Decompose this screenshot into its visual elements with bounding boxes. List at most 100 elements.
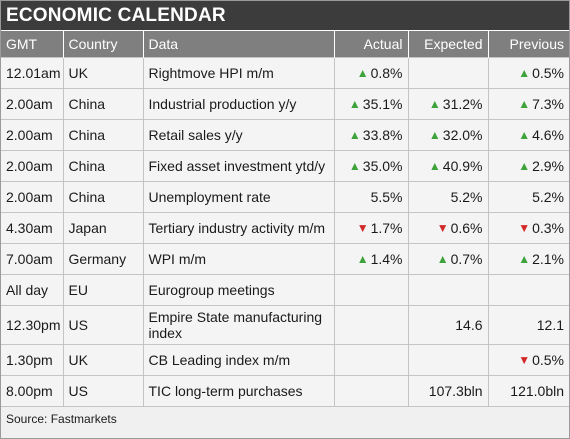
expected-value: 5.2% [450, 189, 483, 205]
cell-actual: ▲ 35.0% [334, 150, 409, 182]
cell-data: Eurogroup meetings [143, 274, 335, 306]
up-arrow-icon: ▲ [518, 158, 531, 173]
table-row: 2.00am China Retail sales y/y ▲ 33.8% ▲ 32.0% ▲… [1, 119, 569, 151]
cell-gmt: 8.00pm [1, 375, 64, 406]
down-arrow-icon: ▼ [518, 352, 531, 367]
cell-previous: ▲ 4.6% [488, 119, 569, 151]
cell-data: Empire State manufacturing index [143, 305, 335, 345]
cell-gmt: 2.00am [1, 150, 64, 182]
expected-value: 14.6 [455, 317, 483, 333]
up-arrow-icon: ▲ [348, 96, 361, 111]
calendar-title: ECONOMIC CALENDAR [1, 1, 569, 30]
cell-previous: 12.1 [488, 305, 569, 345]
expected-value: 40.9% [442, 157, 483, 174]
actual-value: 0.8% [370, 64, 403, 81]
up-arrow-icon: ▲ [428, 158, 441, 173]
cell-previous: ▲ 2.9% [488, 150, 569, 182]
cell-country: UK [63, 344, 144, 376]
actual-value: 1.4% [370, 250, 403, 267]
cell-country: US [63, 305, 144, 345]
cell-previous: ▼ 0.5% [488, 344, 569, 376]
cell-gmt: 2.00am [1, 119, 64, 151]
cell-country: US [63, 375, 144, 406]
up-arrow-icon: ▲ [518, 65, 531, 80]
cell-country: China [63, 181, 144, 213]
cell-previous [488, 274, 569, 306]
cell-gmt: 12.01am [1, 57, 64, 89]
cell-data: Tertiary industry activity m/m [143, 212, 335, 244]
table-row: 4.30am Japan Tertiary industry activity m/… [1, 212, 569, 244]
cell-expected [408, 344, 489, 376]
header-country: Country [63, 30, 144, 58]
table-row: 2.00am China Unemployment rate 5.5% 5.2% 5.2% [1, 181, 569, 213]
up-arrow-icon: ▲ [356, 251, 369, 266]
cell-actual [334, 305, 409, 345]
table-row: 1.30pm UK CB Leading index m/m ▼ 0.5% [1, 344, 569, 376]
cell-gmt: 4.30am [1, 212, 64, 244]
up-arrow-icon: ▲ [518, 96, 531, 111]
cell-actual: ▲ 33.8% [334, 119, 409, 151]
cell-country: Japan [63, 212, 144, 244]
cell-data: Retail sales y/y [143, 119, 335, 151]
cell-country: Germany [63, 243, 144, 275]
previous-value: 5.2% [532, 189, 564, 205]
cell-previous: ▲ 0.5% [488, 57, 569, 89]
previous-value: 7.3% [532, 95, 564, 112]
expected-value: 0.6% [450, 219, 483, 236]
previous-value: 2.9% [532, 157, 564, 174]
cell-country: UK [63, 57, 144, 89]
cell-actual [334, 375, 409, 406]
header-expected: Expected [408, 30, 489, 58]
table-row: 7.00am Germany WPI m/m ▲ 1.4% ▲ 0.7% ▲ 2.1% [1, 243, 569, 275]
previous-value: 0.3% [532, 219, 564, 236]
cell-expected: ▲ 32.0% [408, 119, 489, 151]
table-row: 2.00am China Industrial production y/y ▲ 35.… [1, 88, 569, 120]
cell-data: TIC long-term purchases [143, 375, 335, 406]
header-data: Data [143, 30, 335, 58]
cell-expected: 14.6 [408, 305, 489, 345]
expected-value: 31.2% [442, 95, 483, 112]
cell-country: China [63, 119, 144, 151]
up-arrow-icon: ▲ [518, 127, 531, 142]
actual-value: 1.7% [370, 219, 403, 236]
up-arrow-icon: ▲ [348, 127, 361, 142]
actual-value: 33.8% [362, 126, 403, 143]
up-arrow-icon: ▲ [428, 127, 441, 142]
expected-value: 0.7% [450, 250, 483, 267]
expected-value: 32.0% [442, 126, 483, 143]
header-row: GMT Country Data Actual Expected Previou… [1, 30, 569, 58]
cell-previous: ▲ 7.3% [488, 88, 569, 120]
down-arrow-icon: ▼ [518, 220, 531, 235]
cell-gmt: 2.00am [1, 88, 64, 120]
source-note: Source: Fastmarkets [1, 406, 569, 432]
cell-gmt: 7.00am [1, 243, 64, 275]
cell-actual [334, 344, 409, 376]
cell-data: Unemployment rate [143, 181, 335, 213]
cell-expected: 5.2% [408, 181, 489, 213]
cell-previous: ▼ 0.3% [488, 212, 569, 244]
up-arrow-icon: ▲ [348, 158, 361, 173]
cell-expected [408, 274, 489, 306]
cell-expected: ▲ 31.2% [408, 88, 489, 120]
up-arrow-icon: ▲ [436, 251, 449, 266]
cell-expected: 107.3bln [408, 375, 489, 406]
table-row: 2.00am China Fixed asset investment ytd/y ▲… [1, 150, 569, 182]
cell-country: China [63, 150, 144, 182]
previous-value: 121.0bln [510, 383, 564, 399]
up-arrow-icon: ▲ [428, 96, 441, 111]
expected-value: 107.3bln [428, 383, 483, 399]
actual-value: 5.5% [370, 189, 403, 205]
cell-actual: ▲ 0.8% [334, 57, 409, 89]
actual-value: 35.0% [362, 157, 403, 174]
header-gmt: GMT [1, 30, 64, 58]
cell-data: Fixed asset investment ytd/y [143, 150, 335, 182]
table-row: 12.30pm US Empire State manufacturing inde… [1, 305, 569, 345]
cell-actual: ▼ 1.7% [334, 212, 409, 244]
previous-value: 2.1% [532, 250, 564, 267]
cell-gmt: 2.00am [1, 181, 64, 213]
cell-data: WPI m/m [143, 243, 335, 275]
header-previous: Previous [488, 30, 569, 58]
header-actual: Actual [334, 30, 409, 58]
cell-expected: ▼ 0.6% [408, 212, 489, 244]
